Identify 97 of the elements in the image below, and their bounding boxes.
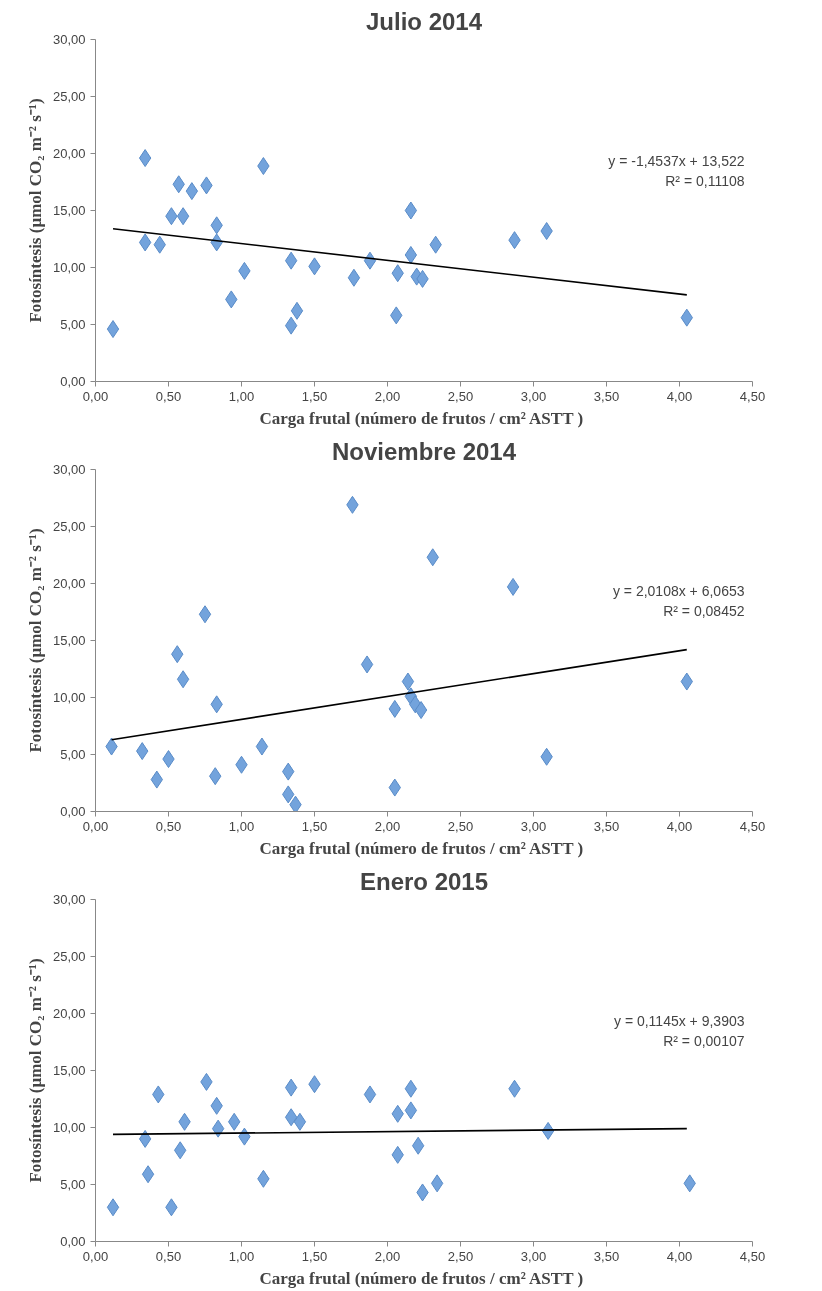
- x-tick-label: 1,00: [228, 388, 255, 404]
- point: [138, 149, 152, 168]
- annotation: R² = 0,08452: [663, 603, 745, 620]
- point: [284, 1078, 298, 1097]
- chart-title: Julio 2014: [365, 7, 483, 35]
- point: [106, 1198, 120, 1217]
- annotation: y = 2,0108x + 6,0653: [612, 583, 745, 600]
- point: [401, 672, 415, 691]
- x-tick-label: 4,00: [666, 1248, 693, 1264]
- y-tick-label: 15,00: [52, 203, 86, 218]
- point: [430, 1174, 444, 1193]
- point: [404, 245, 418, 264]
- y-tick-label: 25,00: [52, 949, 86, 964]
- x-tick-label: 1,50: [301, 818, 328, 834]
- y-tick-label: 15,00: [52, 633, 86, 648]
- x-tick-label: 4,00: [666, 818, 693, 834]
- chart-title: Enero 2015: [359, 867, 489, 895]
- point: [284, 251, 298, 270]
- x-axis-title: Carga frutal (número de frutos / cm² ASTT ): [259, 1268, 584, 1288]
- x-tick-label: 1,00: [228, 818, 255, 834]
- x-tick-label: 0,00: [82, 388, 109, 404]
- x-tick-label: 2,50: [447, 818, 474, 834]
- point: [106, 320, 120, 339]
- y-axis-title: Fotosíntesis (µmol CO₂ m⁻² s⁻¹): [25, 528, 45, 753]
- point: [255, 737, 269, 756]
- y-tick-label: 10,00: [52, 260, 86, 275]
- point: [411, 1136, 425, 1155]
- point: [363, 1085, 377, 1104]
- x-axis-title: Carga frutal (número de frutos / cm² ASTT ): [259, 408, 584, 428]
- x-tick-label: 2,50: [447, 388, 474, 404]
- x-tick-label: 3,50: [593, 1248, 620, 1264]
- point: [176, 207, 190, 226]
- x-tick-label: 2,00: [374, 818, 401, 834]
- annotation: R² = 0,00107: [663, 1033, 745, 1050]
- x-tick-label: 4,00: [666, 388, 693, 404]
- y-tick-label: 5,00: [60, 1177, 86, 1192]
- point: [506, 577, 520, 596]
- y-tick-label: 30,00: [52, 32, 86, 47]
- x-tick-label: 3,50: [593, 818, 620, 834]
- point: [176, 670, 190, 689]
- y-tick-label: 20,00: [52, 146, 86, 161]
- y-tick-label: 10,00: [52, 1120, 86, 1135]
- x-tick-label: 4,50: [739, 388, 766, 404]
- y-tick-label: 25,00: [52, 89, 86, 104]
- y-tick-label: 5,00: [60, 317, 86, 332]
- x-tick-label: 3,00: [520, 388, 547, 404]
- point: [404, 201, 418, 220]
- point: [185, 182, 199, 201]
- y-tick-label: 0,00: [60, 804, 86, 819]
- point: [138, 1129, 152, 1148]
- x-tick-label: 0,50: [155, 1248, 182, 1264]
- y-tick-label: 0,00: [60, 374, 86, 389]
- x-tick-label: 1,50: [301, 388, 328, 404]
- x-tick-label: 1,00: [228, 1248, 255, 1264]
- point: [141, 1165, 155, 1184]
- point: [284, 1108, 298, 1127]
- x-tick-label: 0,00: [82, 818, 109, 834]
- x-tick-label: 2,00: [374, 1248, 401, 1264]
- y-tick-label: 25,00: [52, 519, 86, 534]
- chart-title: Noviembre 2014: [331, 437, 517, 465]
- y-tick-label: 20,00: [52, 1006, 86, 1021]
- x-tick-label: 0,50: [155, 818, 182, 834]
- x-tick-label: 0,00: [82, 1248, 109, 1264]
- point: [414, 701, 428, 720]
- y-axis-title: Fotosíntesis (µmol CO₂ m⁻² s⁻¹): [25, 98, 45, 323]
- x-tick-label: 3,00: [520, 818, 547, 834]
- point: [284, 316, 298, 335]
- x-tick-label: 3,50: [593, 388, 620, 404]
- point: [138, 233, 152, 252]
- point: [289, 795, 302, 812]
- y-tick-label: 5,00: [60, 747, 86, 762]
- point: [404, 1079, 418, 1098]
- y-tick-label: 20,00: [52, 576, 86, 591]
- point: [293, 1112, 307, 1131]
- y-tick-label: 30,00: [52, 462, 86, 477]
- annotation: y = -1,4537x + 13,522: [608, 153, 745, 170]
- y-tick-label: 10,00: [52, 690, 86, 705]
- y-tick-label: 30,00: [52, 892, 86, 907]
- x-tick-label: 3,00: [520, 1248, 547, 1264]
- point: [404, 1101, 418, 1120]
- x-axis-title: Carga frutal (número de frutos / cm² ASTT ): [259, 838, 584, 858]
- x-tick-label: 4,50: [739, 818, 766, 834]
- x-tick-label: 4,50: [739, 1248, 766, 1264]
- y-tick-label: 15,00: [52, 1063, 86, 1078]
- point: [290, 301, 304, 320]
- x-tick-label: 0,50: [155, 388, 182, 404]
- point: [211, 1119, 225, 1138]
- x-tick-label: 2,00: [374, 388, 401, 404]
- point: [360, 655, 374, 674]
- y-axis-title: Fotosíntesis (µmol CO₂ m⁻² s⁻¹): [25, 958, 45, 1183]
- y-tick-label: 0,00: [60, 1234, 86, 1249]
- annotation: R² = 0,11108: [665, 173, 745, 190]
- annotation: y = 0,1145x + 9,3903: [613, 1013, 745, 1030]
- point: [198, 605, 212, 624]
- point: [347, 268, 361, 287]
- x-tick-label: 2,50: [447, 1248, 474, 1264]
- x-tick-label: 1,50: [301, 1248, 328, 1264]
